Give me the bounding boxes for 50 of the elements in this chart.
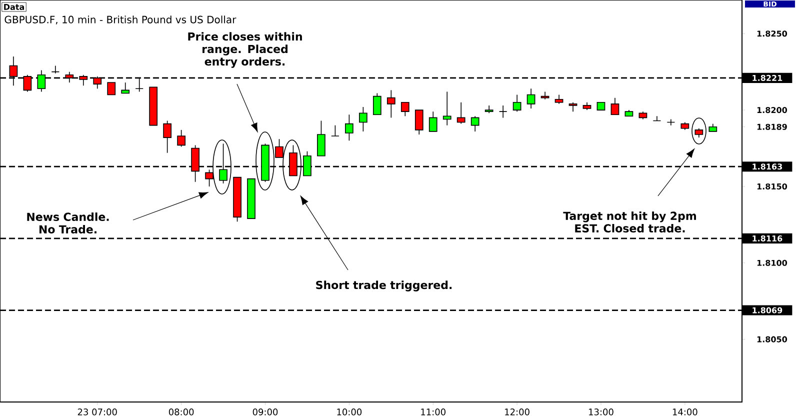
- candlestick: [51, 65, 60, 74]
- candlestick: [610, 97, 620, 116]
- candlestick: [358, 106, 368, 132]
- ref-line-label: 1.8116: [752, 235, 782, 242]
- annotation: Data: [4, 4, 24, 10]
- y-tick-label: 1.8050: [757, 336, 788, 342]
- candlestick: [428, 111, 438, 132]
- annotation: Short trade triggered.: [316, 280, 452, 292]
- candlestick: [345, 114, 354, 142]
- candlestick: [107, 82, 116, 96]
- y-tick-label: 1.8189: [757, 124, 787, 130]
- candlestick: [386, 90, 396, 118]
- x-tick-label: 09:00: [252, 408, 278, 416]
- x-tick-label: 13:00: [589, 408, 614, 416]
- x-tick-label: 12:00: [505, 408, 530, 416]
- annotation: Target not hit by 2pm EST. Closed trade.: [563, 211, 696, 232]
- ref-line-label: 1.8221: [752, 74, 782, 81]
- candlestick: [331, 124, 340, 136]
- text: GBPUSD.F, 10 min - British Pound vs US Dollar: [4, 16, 236, 24]
- candlestick: [442, 91, 452, 126]
- x-tick-label: 08:00: [168, 408, 194, 416]
- candlestick: [568, 102, 578, 112]
- candlestick: [177, 130, 186, 148]
- y-tick-label: 1.8200: [757, 107, 788, 114]
- annotation: News Candle. No Trade.: [27, 212, 109, 234]
- candlestick: [317, 120, 326, 156]
- candlestick: [372, 92, 382, 116]
- candlestick: [554, 94, 564, 104]
- candlestick: [652, 116, 662, 122]
- candlestick: [498, 105, 508, 118]
- candlestick: [694, 128, 704, 138]
- candlestick: [512, 94, 522, 112]
- annotation: Price closes within range. Placed entry orders.: [188, 32, 302, 68]
- candlestick: [456, 102, 466, 124]
- candlestick: [400, 102, 410, 117]
- candlestick: [470, 116, 480, 132]
- x-tick-label: 11:00: [421, 408, 446, 416]
- ref-line-label: 1.8163: [752, 164, 782, 170]
- candlestick: [163, 120, 172, 154]
- y-tick-label: 1.8100: [757, 260, 788, 266]
- y-tick-label: 1.8250: [757, 30, 788, 37]
- candlestick: [414, 110, 424, 135]
- x-tick-label: 14:00: [672, 408, 698, 416]
- candlestick: [526, 88, 536, 109]
- ref-line-label: 1.8069: [752, 307, 782, 314]
- y-tick-label: 1.8150: [757, 183, 788, 190]
- x-tick-label: 10:00: [337, 408, 362, 416]
- candlestick: [121, 82, 130, 94]
- x-tick-label: 23 07:00: [78, 408, 117, 416]
- candlestick: [666, 118, 676, 126]
